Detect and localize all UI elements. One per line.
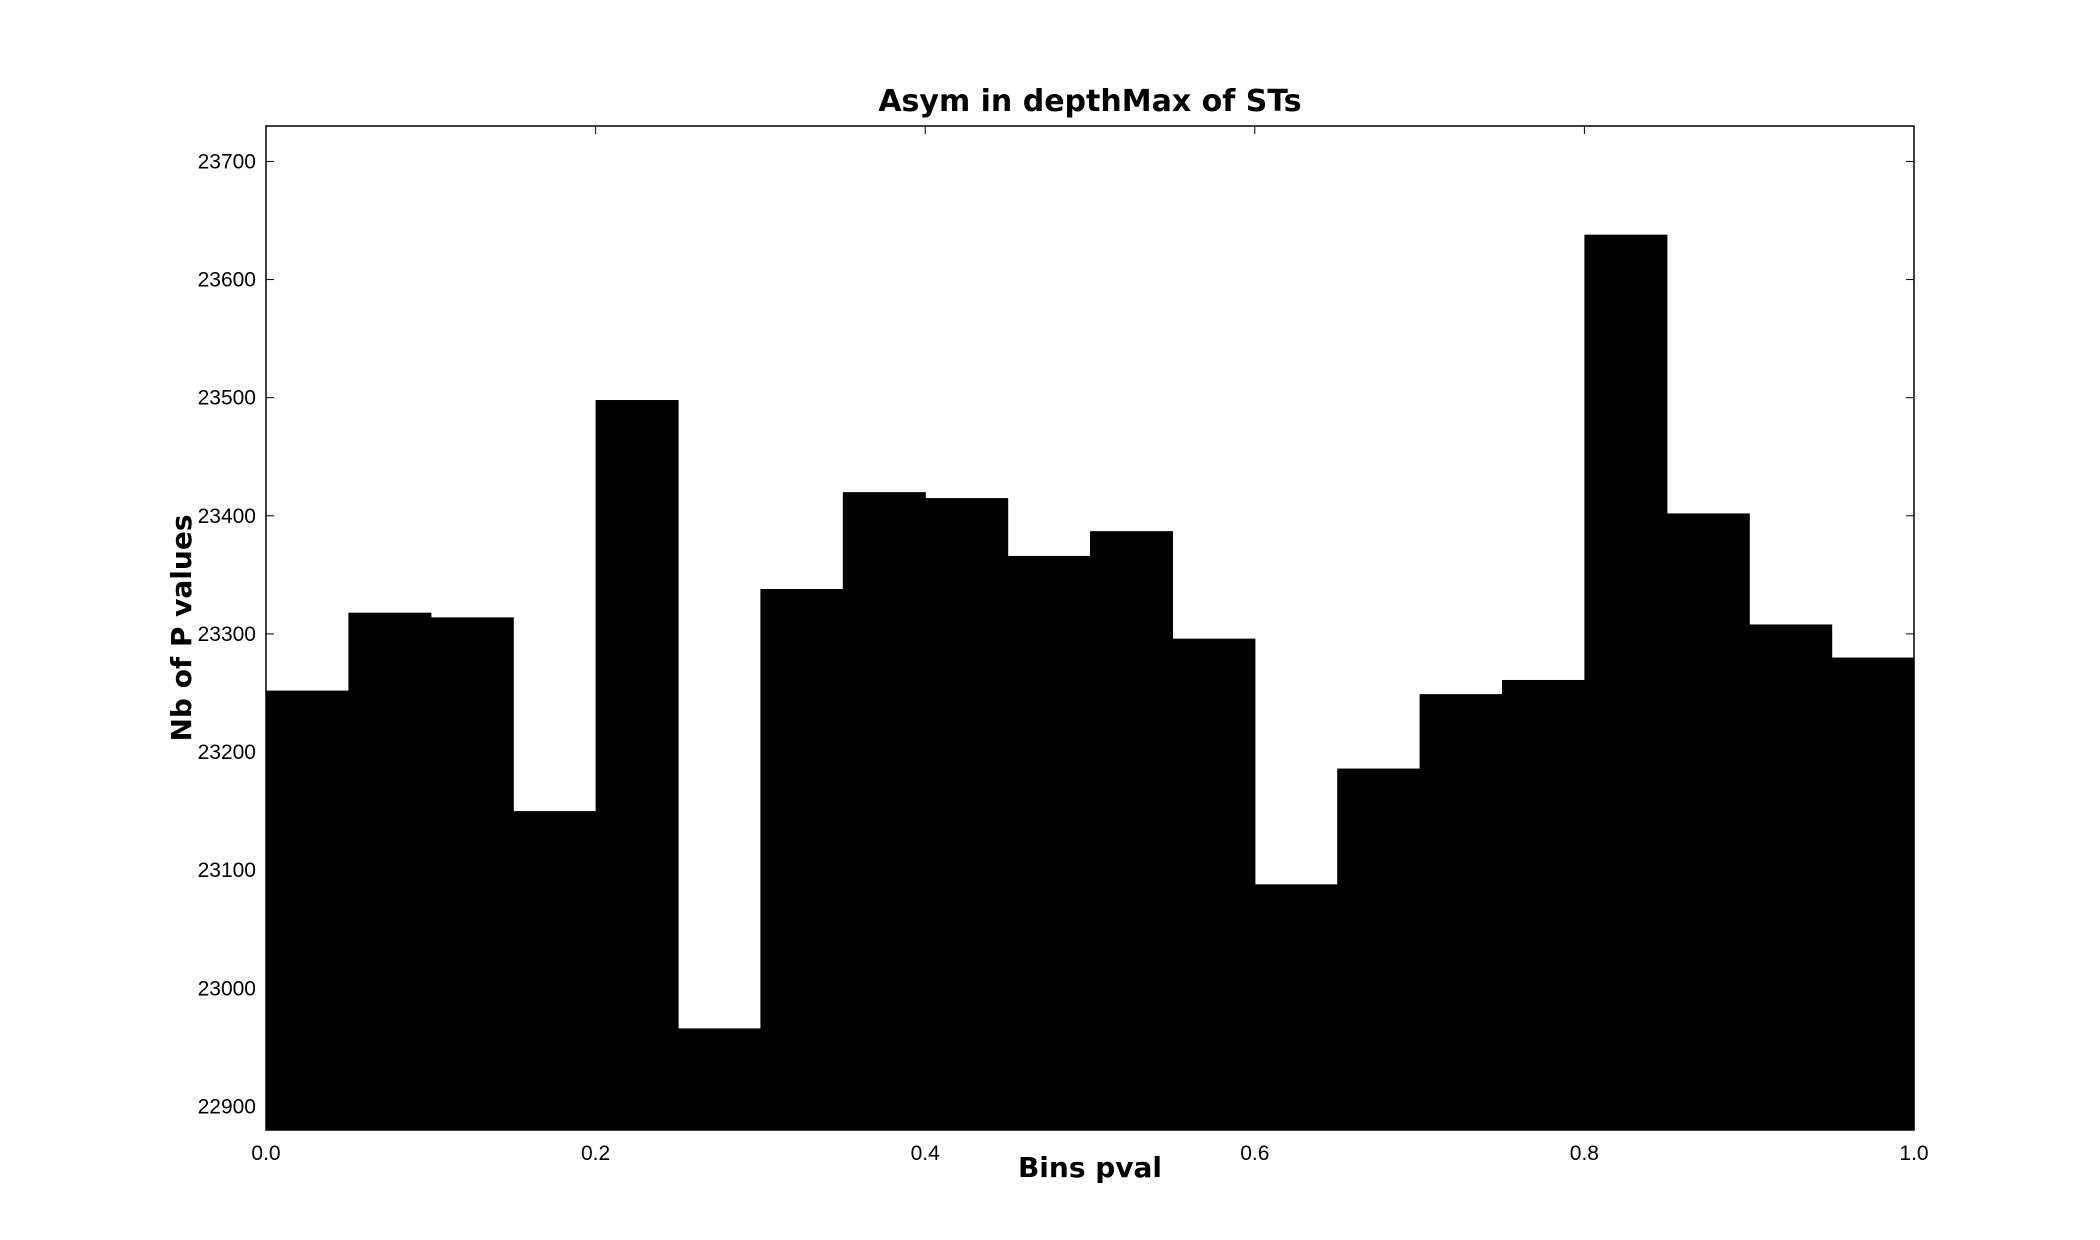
histogram-bar-17 [1666, 513, 1750, 1130]
x-tick-label: 0.8 [1570, 1142, 1599, 1165]
histogram-bar-6 [760, 589, 844, 1130]
histogram-bar-13 [1337, 768, 1421, 1130]
histogram-bar-11 [1172, 638, 1256, 1130]
histogram-bar-12 [1254, 884, 1338, 1130]
y-axis: 22900 23000 23100 23200 23300 23400 23500 23600… [198, 150, 1914, 1118]
y-tick-label: 23000 [198, 977, 256, 1000]
x-tick-label: 0.0 [251, 1142, 280, 1165]
chart-title: Asym in depthMax of STs [878, 84, 1301, 119]
y-axis-title: Nb of P values [165, 515, 198, 742]
x-tick-label: 0.4 [911, 1142, 941, 1165]
histogram-bar-19 [1831, 657, 1915, 1130]
histogram-bar-7 [842, 492, 926, 1130]
x-axis-title: Bins pval [1018, 1151, 1162, 1184]
bars-layer [266, 234, 1915, 1131]
histogram-bar-8 [925, 498, 1009, 1130]
histogram-bar-15 [1502, 679, 1585, 1130]
y-tick-label: 23100 [198, 859, 256, 882]
histogram-bar-10 [1090, 531, 1173, 1130]
y-tick-label: 23600 [198, 269, 256, 292]
histogram-bar-3 [513, 811, 597, 1130]
y-tick-label: 23200 [198, 741, 256, 764]
histogram-bar-18 [1749, 624, 1833, 1130]
histogram-bar-5 [678, 1028, 761, 1130]
histogram-bar-0 [266, 690, 349, 1130]
y-tick-label: 23700 [198, 150, 256, 173]
histogram-bar-2 [430, 617, 514, 1130]
y-tick-label: 23400 [198, 505, 256, 528]
x-tick-label: 0.6 [1240, 1142, 1269, 1165]
histogram-bar-14 [1419, 694, 1503, 1130]
plot-frame [265, 125, 1915, 1131]
histogram-bar-1 [348, 612, 432, 1130]
histogram-bar-4 [595, 400, 679, 1130]
histogram-bar-16 [1584, 234, 1668, 1131]
x-tick-label: 0.2 [581, 1142, 610, 1165]
x-tick-label: 1.0 [1899, 1142, 1928, 1165]
histogram-bar-9 [1007, 555, 1091, 1130]
y-tick-label: 23500 [198, 387, 256, 410]
x-axis: 0.0 0.2 0.4 0.6 0.8 1.0 [251, 126, 1929, 1165]
y-tick-label: 22900 [198, 1095, 256, 1118]
y-tick-label: 23300 [198, 623, 256, 646]
